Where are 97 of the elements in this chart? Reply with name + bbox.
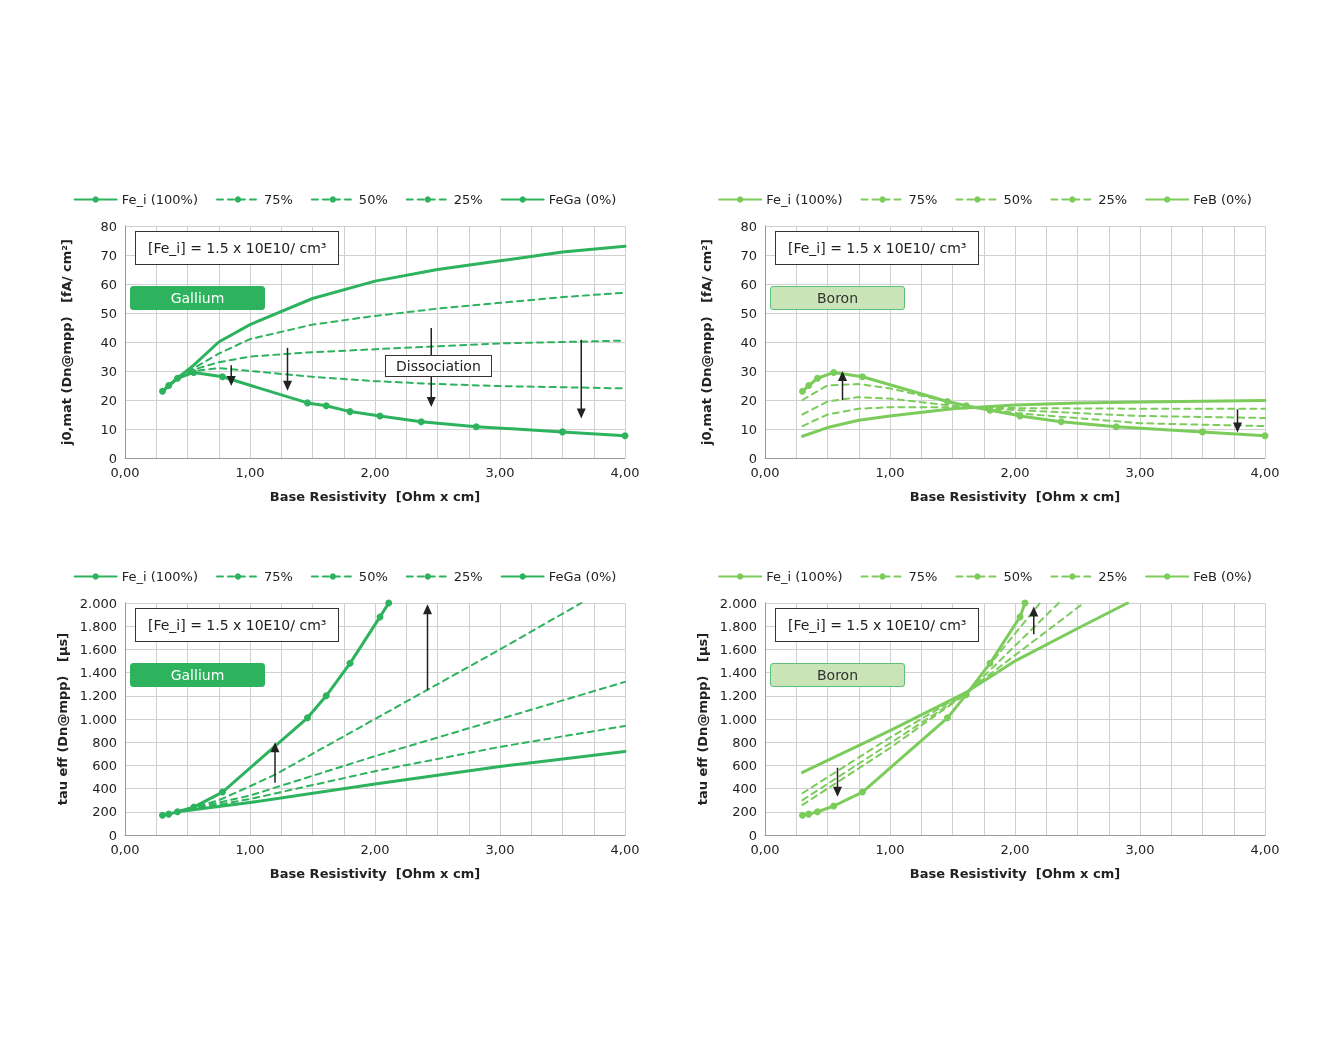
x-tick-label: 2,00 bbox=[360, 842, 390, 857]
y-tick-label: 1.400 bbox=[719, 665, 757, 681]
y-tick-label: 10 bbox=[100, 421, 117, 437]
x-tick-label: 4,00 bbox=[1250, 842, 1280, 857]
legend-label: 75% bbox=[263, 192, 293, 207]
y-tick-label: 0 bbox=[108, 827, 117, 843]
y-tick-label: 20 bbox=[740, 392, 757, 408]
legend-label: 50% bbox=[1003, 569, 1033, 584]
x-tick-label: 0,00 bbox=[750, 465, 780, 480]
legend-label: 50% bbox=[358, 192, 388, 207]
x-tick-label: 3,00 bbox=[485, 842, 515, 857]
y-tick-label: 1.000 bbox=[79, 711, 117, 727]
legend-label: 75% bbox=[263, 569, 293, 584]
y-tick-label: 2.000 bbox=[79, 595, 117, 611]
legend-label: 75% bbox=[908, 569, 938, 584]
y-tick-label: 30 bbox=[740, 363, 757, 379]
y-axis-title: j0,mat (Dn@mpp) [fA/ cm²] bbox=[699, 239, 714, 446]
y-tick-label: 1.800 bbox=[719, 618, 757, 634]
legend-label: FeGa (0%) bbox=[548, 192, 617, 207]
legend-label: 25% bbox=[453, 192, 483, 207]
y-tick-label: 50 bbox=[740, 305, 757, 321]
y-tick-label: 60 bbox=[740, 276, 757, 292]
text-box: [Fe_i] = 1.5 x 10E10/ cm³ bbox=[775, 607, 980, 642]
y-axis-title: tau eff (Dn@mpp) [µs] bbox=[54, 632, 70, 806]
y-tick-label: 600 bbox=[92, 757, 117, 773]
label-badge: Boron bbox=[770, 286, 905, 311]
y-tick-label: 70 bbox=[740, 247, 757, 263]
y-tick-label: 1.600 bbox=[719, 641, 757, 657]
y-tick-label: 1.400 bbox=[79, 665, 117, 681]
legend-label: Fe_i (100%) bbox=[121, 569, 198, 584]
label-badge: Gallium bbox=[130, 663, 265, 688]
legend-label: FeGa (0%) bbox=[548, 569, 617, 584]
x-tick-label: 1,00 bbox=[875, 465, 905, 480]
x-tick-label: 2,00 bbox=[1000, 465, 1030, 480]
y-tick-label: 2.000 bbox=[719, 595, 757, 611]
x-tick-label: 0,00 bbox=[750, 842, 780, 857]
y-tick-label: 40 bbox=[740, 334, 757, 350]
legend-label: Fe_i (100%) bbox=[766, 569, 843, 584]
x-tick-label: 3,00 bbox=[485, 465, 515, 480]
y-tick-label: 1.600 bbox=[79, 641, 117, 657]
y-tick-label: 1.000 bbox=[719, 711, 757, 727]
x-axis-title: Base Resistivity [Ohm x cm] bbox=[909, 489, 1121, 504]
y-tick-label: 1.200 bbox=[79, 688, 117, 704]
label-badge: Boron bbox=[770, 663, 905, 688]
legend-label: 25% bbox=[453, 569, 483, 584]
x-tick-label: 1,00 bbox=[235, 842, 265, 857]
x-tick-label: 4,00 bbox=[1250, 465, 1280, 480]
y-tick-label: 0 bbox=[748, 450, 757, 466]
label-badge: Gallium bbox=[130, 286, 265, 311]
y-tick-label: 1.800 bbox=[79, 618, 117, 634]
y-tick-label: 70 bbox=[100, 247, 117, 263]
legend-label: 50% bbox=[1003, 192, 1033, 207]
y-tick-label: 0 bbox=[108, 450, 117, 466]
legend-label: 25% bbox=[1098, 192, 1128, 207]
y-tick-label: 20 bbox=[100, 392, 117, 408]
x-tick-label: 1,00 bbox=[875, 842, 905, 857]
y-tick-label: 200 bbox=[92, 804, 117, 820]
legend-label: FeB (0%) bbox=[1193, 192, 1252, 207]
y-axis-title: tau eff (Dn@mpp) [µs] bbox=[694, 632, 710, 806]
y-tick-label: 0 bbox=[748, 827, 757, 843]
legend-label: 25% bbox=[1098, 569, 1128, 584]
x-tick-label: 4,00 bbox=[610, 842, 640, 857]
y-tick-label: 30 bbox=[100, 363, 117, 379]
x-axis-title: Base Resistivity [Ohm x cm] bbox=[269, 489, 481, 504]
x-tick-label: 0,00 bbox=[110, 842, 140, 857]
x-tick-label: 2,00 bbox=[360, 465, 390, 480]
y-tick-label: 40 bbox=[100, 334, 117, 350]
y-tick-label: 80 bbox=[100, 218, 117, 234]
y-tick-label: 400 bbox=[732, 781, 757, 797]
y-tick-label: 400 bbox=[92, 781, 117, 797]
y-axis-title: j0,mat (Dn@mpp) [fA/ cm²] bbox=[59, 239, 74, 446]
text-box: [Fe_i] = 1.5 x 10E10/ cm³ bbox=[135, 230, 340, 265]
x-tick-label: 4,00 bbox=[610, 465, 640, 480]
legend-label: Fe_i (100%) bbox=[766, 192, 843, 207]
x-tick-label: 3,00 bbox=[1125, 842, 1155, 857]
y-tick-label: 200 bbox=[732, 804, 757, 820]
x-tick-label: 1,00 bbox=[235, 465, 265, 480]
text-box: Dissociation bbox=[385, 354, 492, 377]
legend-label: Fe_i (100%) bbox=[121, 192, 198, 207]
text-box: [Fe_i] = 1.5 x 10E10/ cm³ bbox=[775, 230, 980, 265]
x-axis-title: Base Resistivity [Ohm x cm] bbox=[269, 866, 481, 881]
x-tick-label: 2,00 bbox=[1000, 842, 1030, 857]
y-tick-label: 1.200 bbox=[719, 688, 757, 704]
x-tick-label: 3,00 bbox=[1125, 465, 1155, 480]
y-tick-label: 50 bbox=[100, 305, 117, 321]
y-tick-label: 10 bbox=[740, 421, 757, 437]
text-box: [Fe_i] = 1.5 x 10E10/ cm³ bbox=[135, 607, 340, 642]
legend-label: 75% bbox=[908, 192, 938, 207]
legend-label: FeB (0%) bbox=[1193, 569, 1252, 584]
y-tick-label: 80 bbox=[740, 218, 757, 234]
x-axis-title: Base Resistivity [Ohm x cm] bbox=[909, 866, 1121, 881]
y-tick-label: 800 bbox=[732, 734, 757, 750]
y-tick-label: 60 bbox=[100, 276, 117, 292]
legend-label: 50% bbox=[358, 569, 388, 584]
x-tick-label: 0,00 bbox=[110, 465, 140, 480]
y-tick-label: 600 bbox=[732, 757, 757, 773]
y-tick-label: 800 bbox=[92, 734, 117, 750]
